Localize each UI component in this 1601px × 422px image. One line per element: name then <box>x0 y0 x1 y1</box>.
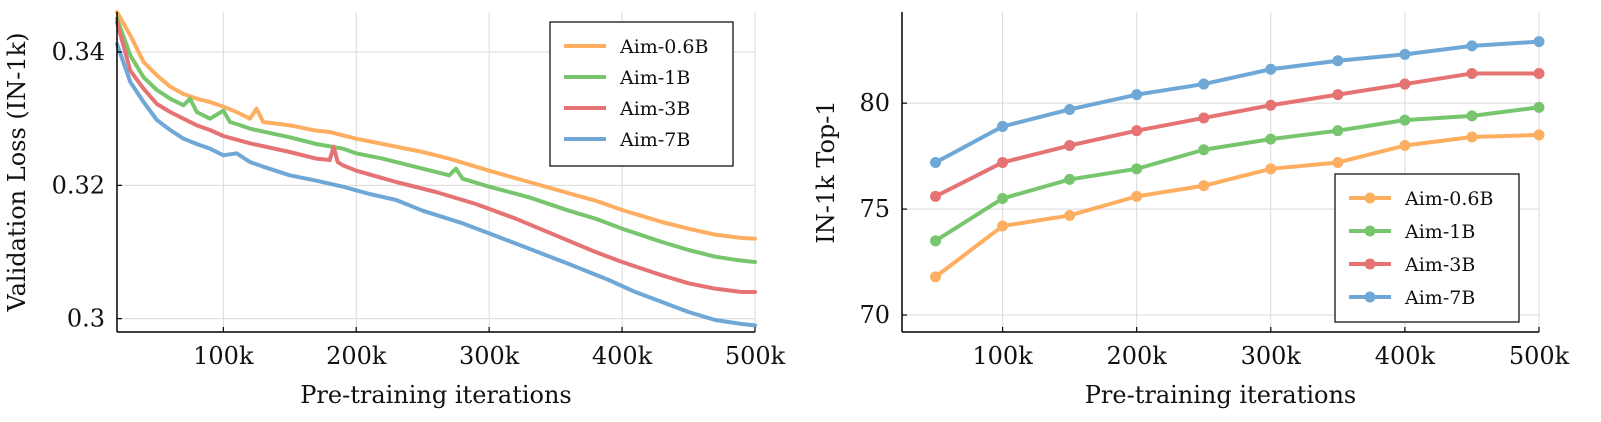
loss-x-tick-label: 300k <box>459 342 520 370</box>
loss-legend-label-aim-7b: Aim-7B <box>619 129 690 151</box>
loss-series-line-aim-0-6b <box>115 10 757 241</box>
acc-legend: Aim-0.6B Aim-1B Aim-3B Aim-7B <box>1334 173 1520 323</box>
loss-legend-label-aim-3b: Aim-3B <box>619 98 690 120</box>
loss-x-tick-label: 200k <box>326 342 387 370</box>
acc-point-aim-3b <box>1399 78 1411 90</box>
acc-point-aim-3b <box>930 190 942 202</box>
acc-point-aim-1b <box>1466 110 1478 122</box>
acc-point-aim-1b <box>1399 114 1411 126</box>
loss-y-tick-label: 0.32 <box>52 171 105 199</box>
acc-point-aim-1b <box>1533 101 1545 113</box>
acc-point-aim-7b <box>1533 36 1545 48</box>
acc-legend-label-aim-3b: Aim-3B <box>1404 254 1475 276</box>
acc-point-aim-1b <box>1131 163 1143 175</box>
acc-x-tick-label: 500k <box>1509 342 1570 370</box>
loss-series-line-aim-1b <box>115 16 757 264</box>
acc-point-aim-3b <box>1332 89 1344 101</box>
acc-x-tick-label: 100k <box>972 342 1033 370</box>
acc-x-axis-label: Pre-training iterations <box>1085 381 1356 409</box>
acc-point-aim-0-6b <box>1332 156 1344 168</box>
acc-x-tick-label: 400k <box>1375 342 1436 370</box>
acc-point-aim-7b <box>1131 89 1143 101</box>
acc-legend-marker-aim-0-6b <box>1364 192 1376 204</box>
acc-point-aim-7b <box>1466 40 1478 52</box>
acc-point-aim-1b <box>1332 125 1344 137</box>
acc-point-aim-0-6b <box>1131 190 1143 202</box>
acc-point-aim-3b <box>1265 99 1277 111</box>
acc-series-line-aim-7b <box>933 39 1541 165</box>
acc-point-aim-3b <box>997 156 1009 168</box>
acc-point-aim-0-6b <box>1198 180 1210 192</box>
acc-legend-label-aim-0-6b: Aim-0.6B <box>1404 188 1493 210</box>
top1-accuracy-chart: 100k 200k 300k 400k 500k 70 75 80 Pre-training i… <box>812 12 1570 409</box>
loss-legend-box <box>549 21 734 167</box>
acc-point-aim-7b <box>997 120 1009 132</box>
acc-point-aim-0-6b <box>930 271 942 283</box>
loss-y-axis-label: Validation Loss (IN-1k) <box>3 32 31 312</box>
acc-point-aim-0-6b <box>1466 131 1478 143</box>
loss-y-tick-label: 0.3 <box>67 305 105 333</box>
loss-series-line-aim-3b <box>115 20 757 294</box>
acc-x-tick-label: 300k <box>1241 342 1302 370</box>
loss-x-axis-label: Pre-training iterations <box>300 381 571 409</box>
acc-point-aim-1b <box>930 235 942 247</box>
acc-y-axis-label: IN-1k Top-1 <box>812 100 840 243</box>
acc-point-aim-3b <box>1064 140 1076 152</box>
acc-legend-marker-aim-1b <box>1364 225 1376 237</box>
acc-point-aim-7b <box>930 156 942 168</box>
acc-point-aim-7b <box>1064 103 1076 115</box>
acc-y-tick-label: 75 <box>859 195 890 223</box>
loss-x-tick-label: 500k <box>725 342 786 370</box>
acc-y-tick-label: 70 <box>859 301 890 329</box>
acc-point-aim-0-6b <box>1064 209 1076 221</box>
acc-y-tick-label: 80 <box>859 89 890 117</box>
acc-point-aim-0-6b <box>997 220 1009 232</box>
acc-point-aim-7b <box>1265 63 1277 75</box>
acc-point-aim-7b <box>1332 55 1344 67</box>
acc-point-aim-3b <box>1466 67 1478 79</box>
acc-point-aim-7b <box>1399 48 1411 60</box>
acc-point-aim-1b <box>997 192 1009 204</box>
validation-loss-chart: 100k 200k 300k 400k 500k 0.3 0.32 0.34 Pre-train… <box>3 10 786 409</box>
loss-legend: Aim-0.6B Aim-1B Aim-3B Aim-7B <box>549 21 734 167</box>
acc-point-aim-1b <box>1064 173 1076 185</box>
acc-legend-label-aim-7b: Aim-7B <box>1404 287 1475 309</box>
acc-point-aim-3b <box>1198 112 1210 124</box>
acc-point-aim-0-6b <box>1533 129 1545 141</box>
loss-series-line-aim-7b <box>115 42 757 328</box>
acc-series-line-aim-0-6b <box>933 132 1541 279</box>
acc-point-aim-1b <box>1265 133 1277 145</box>
loss-legend-label-aim-0-6b: Aim-0.6B <box>619 36 708 58</box>
acc-legend-label-aim-1b: Aim-1B <box>1404 221 1475 243</box>
acc-x-tick-label: 200k <box>1107 342 1168 370</box>
loss-legend-label-aim-1b: Aim-1B <box>619 67 690 89</box>
loss-y-tick-label: 0.34 <box>52 38 105 66</box>
acc-point-aim-7b <box>1198 78 1210 90</box>
acc-point-aim-0-6b <box>1265 163 1277 175</box>
acc-legend-marker-aim-7b <box>1364 291 1376 303</box>
acc-series-line-aim-1b <box>933 105 1541 243</box>
acc-point-aim-3b <box>1131 125 1143 137</box>
acc-point-aim-1b <box>1198 144 1210 156</box>
acc-legend-marker-aim-3b <box>1364 258 1376 270</box>
loss-x-tick-label: 400k <box>592 342 653 370</box>
acc-point-aim-0-6b <box>1399 140 1411 152</box>
acc-point-aim-3b <box>1533 67 1545 79</box>
loss-x-tick-label: 100k <box>193 342 254 370</box>
acc-series-line-aim-3b <box>933 71 1541 199</box>
